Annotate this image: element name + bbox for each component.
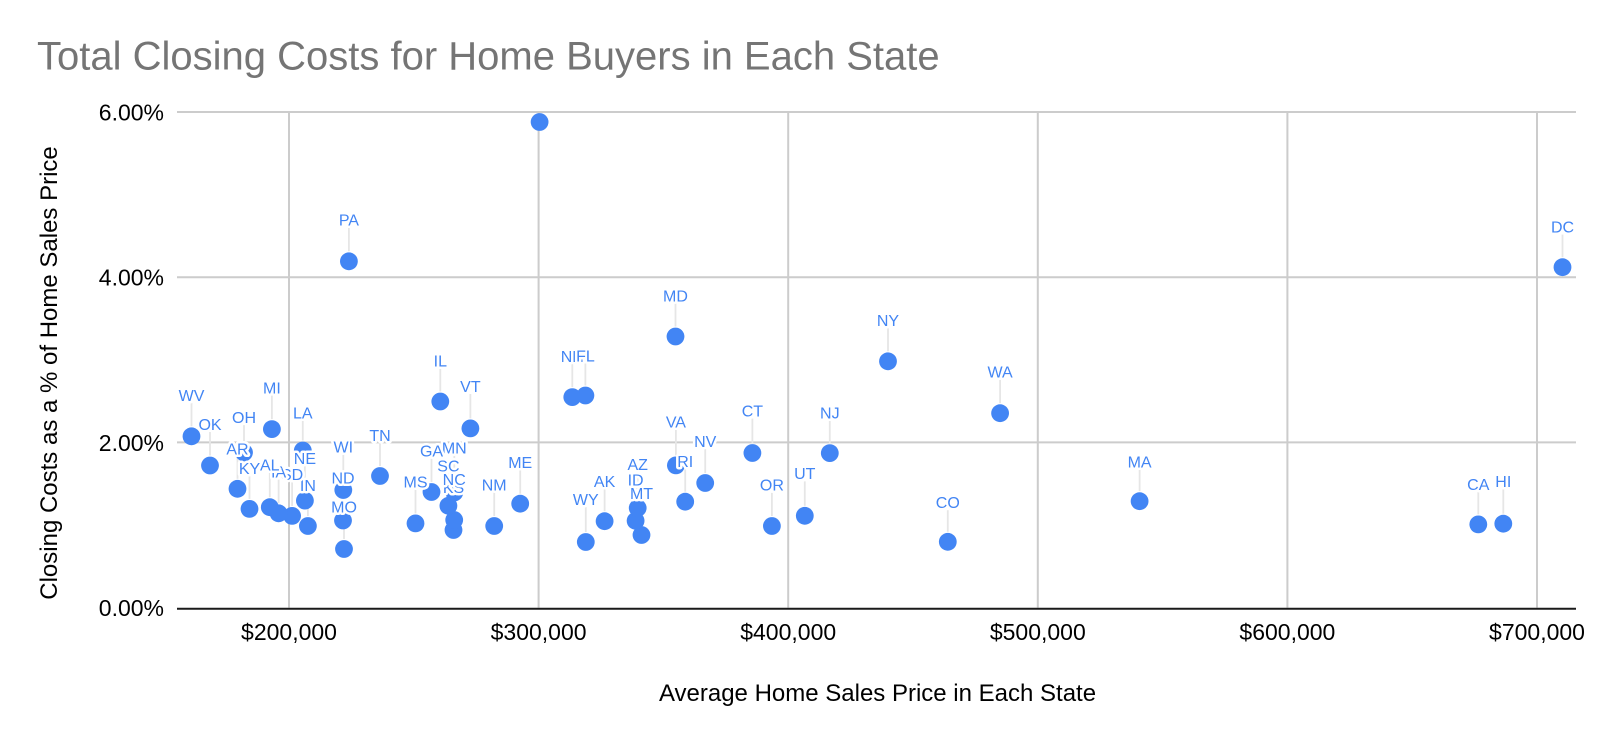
svg-text:ND: ND <box>331 471 354 488</box>
svg-text:PA: PA <box>339 213 359 230</box>
svg-text:$300,000: $300,000 <box>491 619 587 645</box>
svg-text:UT: UT <box>794 466 816 483</box>
svg-text:HI: HI <box>1495 474 1511 491</box>
svg-text:ID: ID <box>628 473 644 490</box>
svg-text:$200,000: $200,000 <box>241 619 337 645</box>
svg-text:0.00%: 0.00% <box>99 595 164 621</box>
svg-text:WI: WI <box>334 440 354 457</box>
svg-text:Closing Costs as a % of Home S: Closing Costs as a % of Home Sales Price <box>36 146 63 600</box>
svg-text:SC: SC <box>437 458 459 475</box>
svg-text:IA: IA <box>271 464 286 481</box>
svg-text:NH: NH <box>561 349 584 366</box>
svg-text:$600,000: $600,000 <box>1239 619 1335 645</box>
svg-text:NM: NM <box>482 478 507 495</box>
svg-text:6.00%: 6.00% <box>99 99 164 125</box>
svg-text:VA: VA <box>666 415 686 432</box>
svg-text:CO: CO <box>936 495 960 512</box>
svg-text:WV: WV <box>179 388 205 405</box>
svg-text:AR: AR <box>226 441 248 458</box>
svg-text:MT: MT <box>630 486 653 503</box>
svg-text:OH: OH <box>232 410 256 427</box>
svg-text:RI: RI <box>677 454 693 471</box>
svg-text:$500,000: $500,000 <box>990 619 1086 645</box>
svg-text:$700,000: $700,000 <box>1489 619 1585 645</box>
svg-text:MO: MO <box>331 500 357 517</box>
svg-text:WY: WY <box>573 492 599 509</box>
svg-text:NE: NE <box>294 451 316 468</box>
svg-text:CT: CT <box>742 403 764 420</box>
svg-text:MN: MN <box>442 441 467 458</box>
svg-text:AL: AL <box>260 457 280 474</box>
svg-text:FL: FL <box>576 348 595 365</box>
svg-text:Average Home Sales Price in Ea: Average Home Sales Price in Each State <box>659 680 1096 707</box>
svg-text:NJ: NJ <box>820 406 840 423</box>
svg-text:VT: VT <box>460 379 481 396</box>
svg-text:NY: NY <box>877 313 900 330</box>
svg-text:NC: NC <box>443 472 466 489</box>
svg-text:NV: NV <box>694 434 717 451</box>
svg-text:$400,000: $400,000 <box>740 619 836 645</box>
svg-text:CA: CA <box>1467 477 1490 494</box>
svg-text:LA: LA <box>293 406 313 423</box>
svg-text:AZ: AZ <box>627 457 648 474</box>
svg-text:SD: SD <box>281 467 303 484</box>
svg-text:IL: IL <box>434 353 447 370</box>
svg-text:WA: WA <box>988 365 1014 382</box>
svg-text:MA: MA <box>1128 454 1152 471</box>
svg-text:2.00%: 2.00% <box>99 430 164 456</box>
svg-text:DC: DC <box>1551 219 1574 236</box>
svg-text:IN: IN <box>300 478 316 495</box>
svg-text:MD: MD <box>663 288 688 305</box>
svg-text:4.00%: 4.00% <box>99 265 164 291</box>
svg-text:AK: AK <box>594 474 616 491</box>
svg-text:MS: MS <box>404 475 428 492</box>
svg-text:KS: KS <box>443 480 464 497</box>
svg-text:MI: MI <box>263 380 281 397</box>
svg-text:OR: OR <box>760 478 784 495</box>
svg-text:GA: GA <box>420 444 443 461</box>
svg-text:OK: OK <box>198 417 221 434</box>
svg-text:TN: TN <box>369 428 390 445</box>
svg-text:Total Closing Costs for Home B: Total Closing Costs for Home Buyers in E… <box>37 35 940 79</box>
svg-text:KY: KY <box>239 461 261 478</box>
svg-text:ME: ME <box>508 455 532 472</box>
